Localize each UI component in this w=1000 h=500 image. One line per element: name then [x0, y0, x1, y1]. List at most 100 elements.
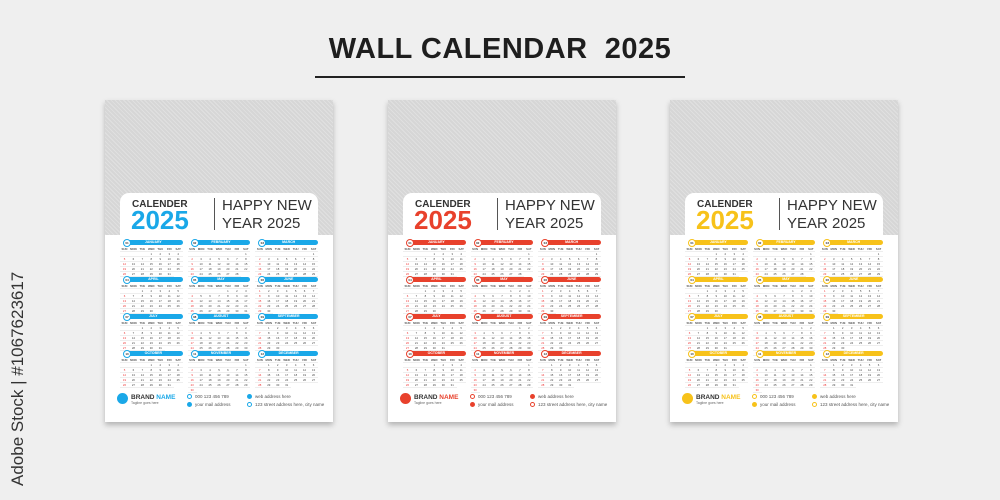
day-cell: 5	[779, 368, 789, 373]
day-cell: 29	[223, 309, 233, 314]
tagline: Tagline goes here	[414, 401, 442, 405]
day-cell: 30	[838, 383, 848, 388]
weekday-label: THU	[155, 247, 165, 252]
day-cell: 8	[820, 294, 830, 299]
day-cell: 18	[456, 262, 466, 267]
day-grid: SUN MON TUE WED THU FRI SAT 1 2 3 4 5 6 7 8 9 10 11 12 13 1…	[752, 358, 816, 393]
month-number-badge: 07	[123, 313, 131, 321]
weekday-label: MON	[829, 321, 839, 326]
day-cell: 26	[300, 378, 310, 383]
day-cell: 7	[538, 331, 548, 336]
day-cell: 17	[847, 373, 857, 378]
day-cell: 21	[583, 267, 593, 272]
day-cell: 27	[574, 272, 584, 277]
month-name: APRIL	[148, 277, 159, 281]
day-cell: 11	[847, 294, 857, 299]
month-block: JUNE 06 SUN MON TUE WED THU FRI SAT 1 2 3 4 5 6 7 8 9 10…	[255, 276, 318, 314]
day-cell: 14	[874, 294, 883, 299]
month-name: MAY	[782, 277, 790, 281]
day-cell: 2	[829, 289, 839, 294]
day-cell: 21	[128, 304, 138, 309]
empty-day	[515, 252, 525, 257]
day-cell: 10	[273, 294, 283, 299]
day-cell: 29	[264, 383, 274, 388]
day-cell: 11	[738, 368, 748, 373]
weekday-label: MON	[547, 247, 557, 252]
empty-day	[497, 363, 507, 368]
empty-day	[137, 252, 147, 257]
weekday-label: SAT	[806, 321, 816, 326]
day-cell: 23	[155, 378, 165, 383]
day-cell: 15	[806, 262, 816, 267]
day-cell: 5	[565, 257, 575, 262]
weekday-label: MON	[693, 284, 703, 289]
day-cell: 13	[497, 336, 507, 341]
day-cell: 12	[685, 262, 694, 267]
day-cell: 8	[702, 331, 712, 336]
day-cell: 15	[874, 262, 883, 267]
day-cell: 13	[309, 368, 318, 373]
phone-text: 000 123 456 789	[760, 394, 794, 399]
weekday-label: SUN	[820, 284, 830, 289]
month-number-badge: 08	[473, 313, 482, 321]
day-cell: 23	[720, 267, 730, 272]
day-cell: 4	[447, 289, 457, 294]
day-cell: 29	[547, 383, 557, 388]
day-cell: 14	[128, 336, 138, 341]
day-cell: 1	[806, 363, 816, 368]
day-cell: 18	[729, 336, 739, 341]
day-cell: 8	[309, 257, 318, 262]
weekday-label: FRI	[300, 321, 310, 326]
day-cell: 8	[806, 368, 816, 373]
day-cell: 28	[420, 272, 430, 277]
day-cell: 2	[524, 326, 534, 331]
day-cell: 5	[847, 257, 857, 262]
day-cell: 21	[420, 267, 430, 272]
weekday-label: WED	[779, 284, 789, 289]
day-cell: 10	[196, 373, 206, 378]
day-cell: 7	[255, 368, 265, 373]
day-cell: 18	[470, 304, 480, 309]
day-cell: 14	[820, 373, 830, 378]
day-cell: 11	[856, 331, 866, 336]
day-cell: 13	[309, 331, 318, 336]
day-cell: 21	[411, 304, 421, 309]
empty-day	[574, 252, 584, 257]
day-cell: 10	[729, 257, 739, 262]
weekday-label: MON	[761, 321, 771, 326]
weekday-label: WED	[565, 358, 575, 363]
day-cell: 4	[770, 368, 780, 373]
day-cell: 8	[429, 257, 439, 262]
day-cell: 27	[865, 304, 875, 309]
day-cell: 11	[173, 368, 183, 373]
day-cell: 28	[411, 309, 421, 314]
day-cell: 18	[729, 299, 739, 304]
weekday-label: TUE	[205, 247, 215, 252]
weekday-label: MON	[693, 247, 703, 252]
day-cell: 3	[565, 326, 575, 331]
weekday-label: SAT	[309, 358, 318, 363]
day-cell: 25	[856, 341, 866, 346]
day-cell: 15	[820, 299, 830, 304]
weekday-label: TUE	[420, 284, 430, 289]
day-cell: 5	[479, 294, 489, 299]
day-cell: 3	[829, 257, 839, 262]
day-cell: 25	[565, 304, 575, 309]
day-cell: 27	[856, 272, 866, 277]
day-cell: 7	[232, 368, 242, 373]
day-cell: 2	[438, 363, 448, 368]
day-cell: 17	[720, 336, 730, 341]
weekday-label: WED	[146, 284, 156, 289]
day-cell: 30	[146, 346, 156, 351]
day-cell: 16	[556, 336, 566, 341]
day-cell: 28	[788, 346, 798, 351]
month-block: JUNE 06 SUN MON TUE WED THU FRI SAT 1 2 3 4 5 6 7 8 9 10…	[820, 276, 883, 314]
day-cell: 25	[291, 341, 301, 346]
day-cell: 30	[429, 346, 439, 351]
day-cell: 28	[214, 309, 224, 314]
day-cell: 24	[565, 378, 575, 383]
day-cell: 7	[128, 294, 138, 299]
empty-day	[497, 326, 507, 331]
month-number-badge: 10	[688, 350, 696, 358]
